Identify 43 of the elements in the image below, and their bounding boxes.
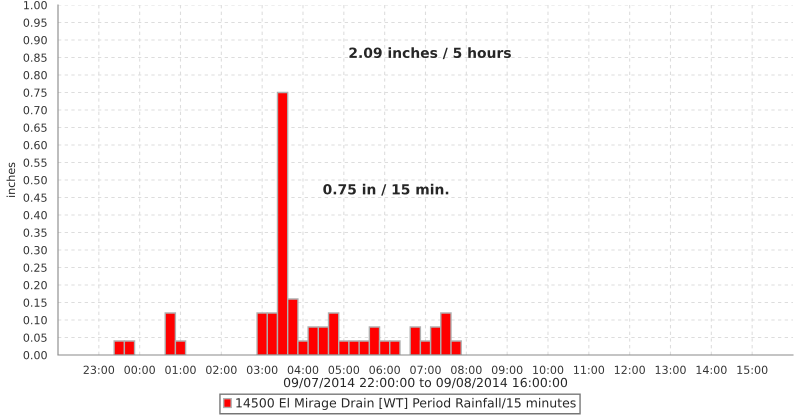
y-tick-label: 0.50	[24, 176, 47, 184]
y-tick-label: 0.95	[24, 18, 47, 27]
y-tick-label: 0.25	[24, 263, 47, 272]
y-tick-label: 0.75	[24, 88, 47, 97]
x-tick-label: 06:00	[369, 366, 400, 374]
annotation: 0.75 in / 15 min.	[323, 184, 448, 196]
legend-label: 14500 El Mirage Drain [WT] Period Rainfall/15 minutes	[236, 398, 576, 410]
y-tick-label: 0.10	[24, 316, 47, 324]
x-tick-label: 08:00	[451, 366, 482, 374]
x-axis-title: 09/07/2014 22:00:00 to 09/08/2014 16:00:00	[284, 378, 568, 388]
y-tick-label: 0.55	[24, 158, 47, 167]
x-tick-label: 15:00	[737, 366, 768, 374]
y-tick-label: 1.00	[24, 0, 47, 10]
x-tick-label: 07:00	[410, 366, 441, 374]
y-tick-label: 0.05	[24, 333, 47, 342]
x-tick-label: 04:00	[288, 366, 318, 374]
x-tick-label: 10:00	[533, 366, 564, 374]
y-tick-label: 0.20	[24, 280, 47, 290]
y-tick-label: 0.70	[24, 106, 47, 114]
x-tick-label: 12:00	[614, 366, 645, 374]
x-tick-label: 01:00	[165, 366, 196, 374]
x-tick-label: 00:00	[124, 366, 155, 374]
y-tick-label: 0.35	[24, 228, 47, 237]
x-tick-label: 13:00	[656, 366, 686, 374]
y-tick-label: 0.30	[24, 246, 47, 254]
x-tick-label: 23:00	[84, 366, 114, 374]
y-tick-label: 0.00	[24, 350, 47, 360]
y-tick-label: 0.15	[24, 298, 47, 307]
y-tick-label: 0.60	[24, 140, 47, 150]
x-tick-label: 09:00	[492, 366, 522, 374]
annotation: 2.09 inches / 5 hours	[349, 47, 511, 60]
x-tick-label: 14:00	[696, 366, 727, 374]
y-tick-label: 0.90	[24, 36, 47, 44]
y-tick-label: 0.85	[24, 53, 47, 62]
y-axis-title: inches	[6, 162, 16, 197]
y-tick-label: 0.65	[24, 123, 47, 132]
y-tick-label: 0.40	[24, 210, 47, 220]
x-tick-label: 02:00	[206, 366, 237, 374]
y-tick-label: 0.45	[24, 193, 47, 202]
x-tick-label: 03:00	[246, 366, 278, 374]
x-tick-label: 11:00	[574, 366, 604, 374]
x-tick-label: 05:00	[328, 366, 360, 374]
y-tick-label: 0.80	[24, 70, 47, 80]
